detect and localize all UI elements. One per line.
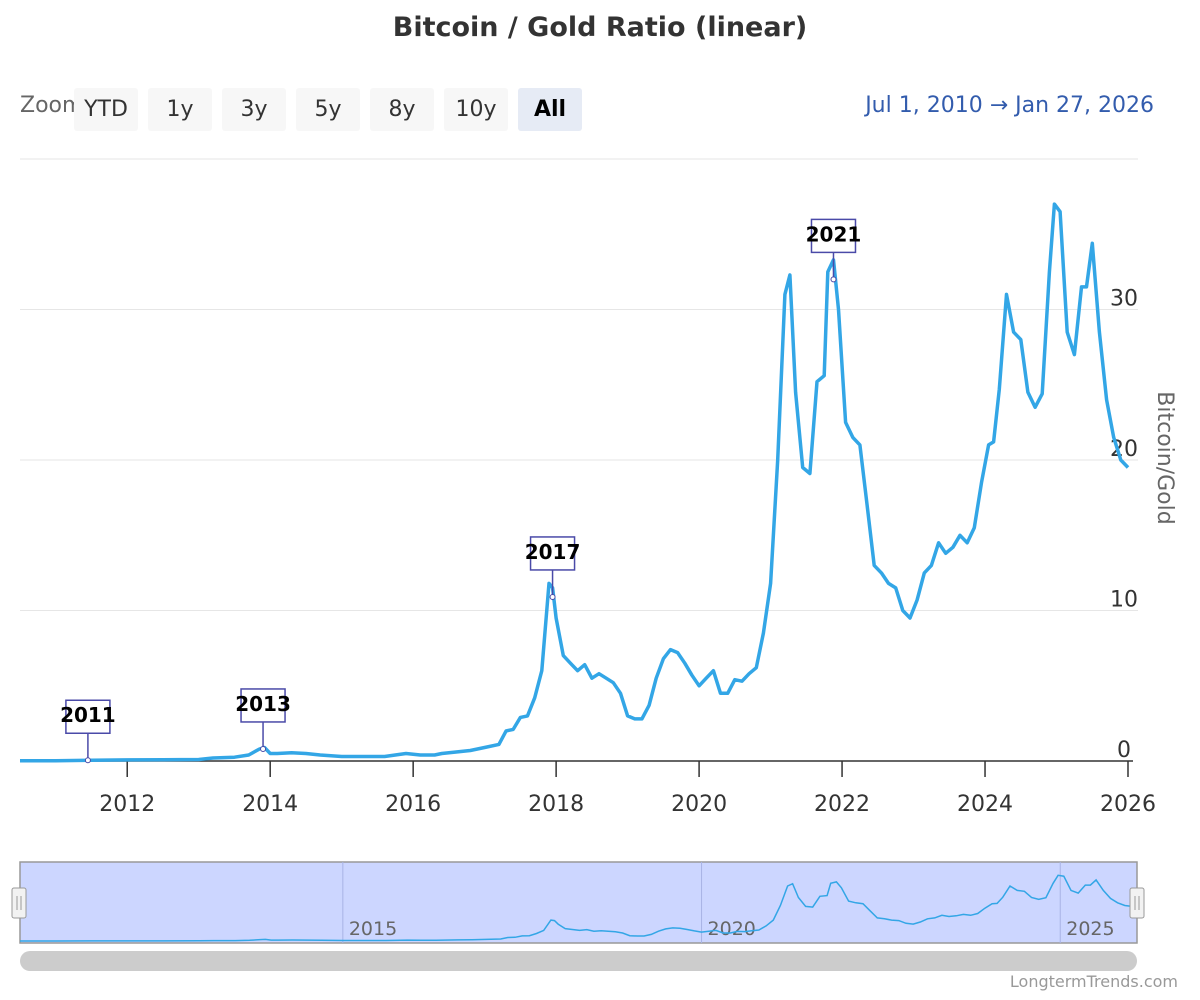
navigator-series — [20, 874, 1133, 942]
navigator-grid: 2015 2020 2025 — [342, 862, 1115, 943]
annotation-box — [240, 688, 286, 723]
x-tick-label: 2026 — [1100, 792, 1156, 817]
annotation-2011[interactable]: 2011 — [60, 699, 116, 764]
date-range-display[interactable]: Jul 1, 2010 → Jan 27, 2026 — [865, 93, 1154, 118]
credit-text[interactable]: LongtermTrends.com — [1009, 972, 1178, 991]
navigator-selected-range[interactable] — [19, 861, 1138, 944]
x-tick-label: 2022 — [814, 792, 870, 817]
grid-lines — [20, 309, 1138, 611]
annotation-label: 2013 — [235, 692, 291, 716]
annotation-point — [260, 745, 267, 752]
annotation-label: 2011 — [60, 703, 116, 727]
annotations: 2011 2013 2017 2021 — [60, 218, 862, 764]
zoom-10y-button[interactable]: 10y — [444, 88, 508, 131]
zoom-8y-button[interactable]: 8y — [370, 88, 434, 131]
navigator-tick-label: 2020 — [708, 918, 756, 940]
annotation-point — [549, 593, 556, 600]
zoom-5y-button[interactable]: 5y — [296, 88, 360, 131]
navigator-left-handle[interactable] — [11, 887, 27, 919]
x-tick-label: 2020 — [671, 792, 727, 817]
annotation-label: 2021 — [806, 222, 862, 246]
y-axis-label: Bitcoin/Gold — [1152, 391, 1177, 524]
annotation-point — [84, 757, 91, 764]
zoom-label: Zoom — [20, 93, 84, 118]
annotation-box — [529, 536, 576, 571]
x-tick-label: 2016 — [385, 792, 441, 817]
annotation-2021[interactable]: 2021 — [806, 218, 862, 283]
annotation-box — [65, 699, 111, 734]
x-axis: 2012 2014 2016 2018 2020 2022 2024 2026 — [99, 761, 1156, 817]
y-tick-label: 30 — [1110, 287, 1138, 312]
zoom-1y-button[interactable]: 1y — [148, 88, 212, 131]
navigator-series-line — [20, 874, 1133, 942]
navigator-tick-label: 2015 — [349, 918, 397, 940]
annotation-point — [830, 276, 837, 283]
zoom-ytd-button[interactable]: YTD — [74, 88, 138, 131]
annotation-2017[interactable]: 2017 — [525, 536, 581, 600]
navigator-right-handle[interactable] — [1129, 887, 1145, 919]
x-tick-label: 2024 — [957, 792, 1013, 817]
navigator-scrollbar[interactable] — [20, 951, 1137, 971]
y-tick-label: 0 — [1117, 738, 1131, 763]
annotation-label: 2017 — [525, 540, 581, 564]
navigator[interactable]: 2015 2020 2025 — [11, 861, 1145, 944]
series-layer — [19, 202, 1130, 763]
x-tick-label: 2018 — [528, 792, 584, 817]
x-tick-label: 2012 — [99, 792, 155, 817]
chart-title: Bitcoin / Gold Ratio (linear) — [392, 12, 808, 43]
zoom-3y-button[interactable]: 3y — [222, 88, 286, 131]
x-tick-label: 2014 — [242, 792, 298, 817]
navigator-tick-label: 2025 — [1066, 918, 1114, 940]
annotation-box — [810, 218, 857, 254]
y-tick-label: 10 — [1110, 588, 1138, 613]
series-line[interactable] — [19, 202, 1130, 763]
zoom-all-button[interactable]: All — [518, 88, 582, 131]
annotation-2013[interactable]: 2013 — [235, 688, 291, 752]
